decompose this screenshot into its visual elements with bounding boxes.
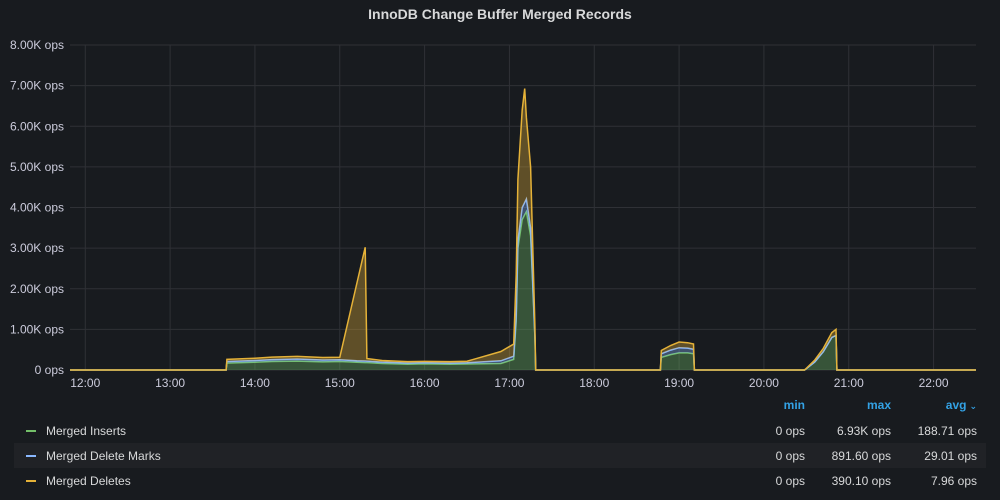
x-tick-label: 18:00 xyxy=(579,376,609,390)
legend-row[interactable]: Merged Delete Marks 0 ops 891.60 ops 29.… xyxy=(14,443,986,468)
y-tick-label: 4.00K ops xyxy=(10,201,64,215)
x-tick-label: 14:00 xyxy=(240,376,270,390)
series-area-2 xyxy=(70,88,976,370)
legend-avg: 29.01 ops xyxy=(924,448,977,463)
legend-row[interactable]: Merged Inserts 0 ops 6.93K ops 188.71 op… xyxy=(14,418,986,443)
y-tick-label: 8.00K ops xyxy=(10,38,64,52)
legend-max: 6.93K ops xyxy=(836,423,891,438)
series-swatch xyxy=(26,454,36,457)
x-tick-label: 21:00 xyxy=(834,376,864,390)
legend-col-avg-label: avg xyxy=(945,398,967,412)
legend-avg: 188.71 ops xyxy=(917,423,977,438)
legend-series-name[interactable]: Merged Inserts xyxy=(46,423,127,438)
x-tick-label: 19:00 xyxy=(664,376,694,390)
x-tick-label: 12:00 xyxy=(70,376,100,390)
x-tick-label: 20:00 xyxy=(749,376,779,390)
series-line-2 xyxy=(70,88,976,371)
y-tick-label: 3.00K ops xyxy=(10,241,64,255)
chart-plot[interactable]: 0 ops 1.00K ops 2.00K ops 3.00K ops 4.00K op… xyxy=(0,0,1000,392)
legend-col-min[interactable]: min xyxy=(783,398,805,412)
series-layer xyxy=(70,88,976,371)
legend-header: min max avg ⌄ xyxy=(14,392,986,418)
legend-row[interactable]: Merged Deletes 0 ops 390.10 ops 7.96 ops xyxy=(14,468,986,493)
x-tick-label: 16:00 xyxy=(410,376,440,390)
series-area-0 xyxy=(70,211,976,370)
legend: min max avg ⌄ Merged Inserts 0 ops 6.93K … xyxy=(14,392,986,493)
y-tick-label: 2.00K ops xyxy=(10,282,64,296)
chevron-down-icon[interactable]: ⌄ xyxy=(969,401,977,411)
legend-series-name[interactable]: Merged Deletes xyxy=(46,473,131,488)
legend-series-name[interactable]: Merged Delete Marks xyxy=(46,448,161,463)
legend-col-avg[interactable]: avg ⌄ xyxy=(891,398,986,412)
y-tick-label: 1.00K ops xyxy=(10,322,64,336)
series-swatch xyxy=(26,429,36,432)
y-tick-label: 6.00K ops xyxy=(10,119,64,133)
legend-min: 0 ops xyxy=(775,448,805,463)
y-tick-label: 5.00K ops xyxy=(10,160,64,174)
legend-col-max[interactable]: max xyxy=(866,398,891,412)
y-tick-label: 0 ops xyxy=(35,363,64,377)
grid xyxy=(70,44,976,371)
axes: 0 ops 1.00K ops 2.00K ops 3.00K ops 4.00K op… xyxy=(10,38,949,390)
panel-title: InnoDB Change Buffer Merged Records xyxy=(368,6,632,22)
legend-max: 390.10 ops xyxy=(831,473,891,488)
x-tick-label: 22:00 xyxy=(919,376,949,390)
x-tick-label: 13:00 xyxy=(155,376,185,390)
legend-max: 891.60 ops xyxy=(831,448,891,463)
legend-min: 0 ops xyxy=(775,423,805,438)
y-tick-label: 7.00K ops xyxy=(10,79,64,93)
x-tick-label: 17:00 xyxy=(494,376,524,390)
legend-min: 0 ops xyxy=(775,473,805,488)
series-swatch xyxy=(26,479,36,482)
x-tick-label: 15:00 xyxy=(325,376,355,390)
legend-avg: 7.96 ops xyxy=(930,473,977,488)
